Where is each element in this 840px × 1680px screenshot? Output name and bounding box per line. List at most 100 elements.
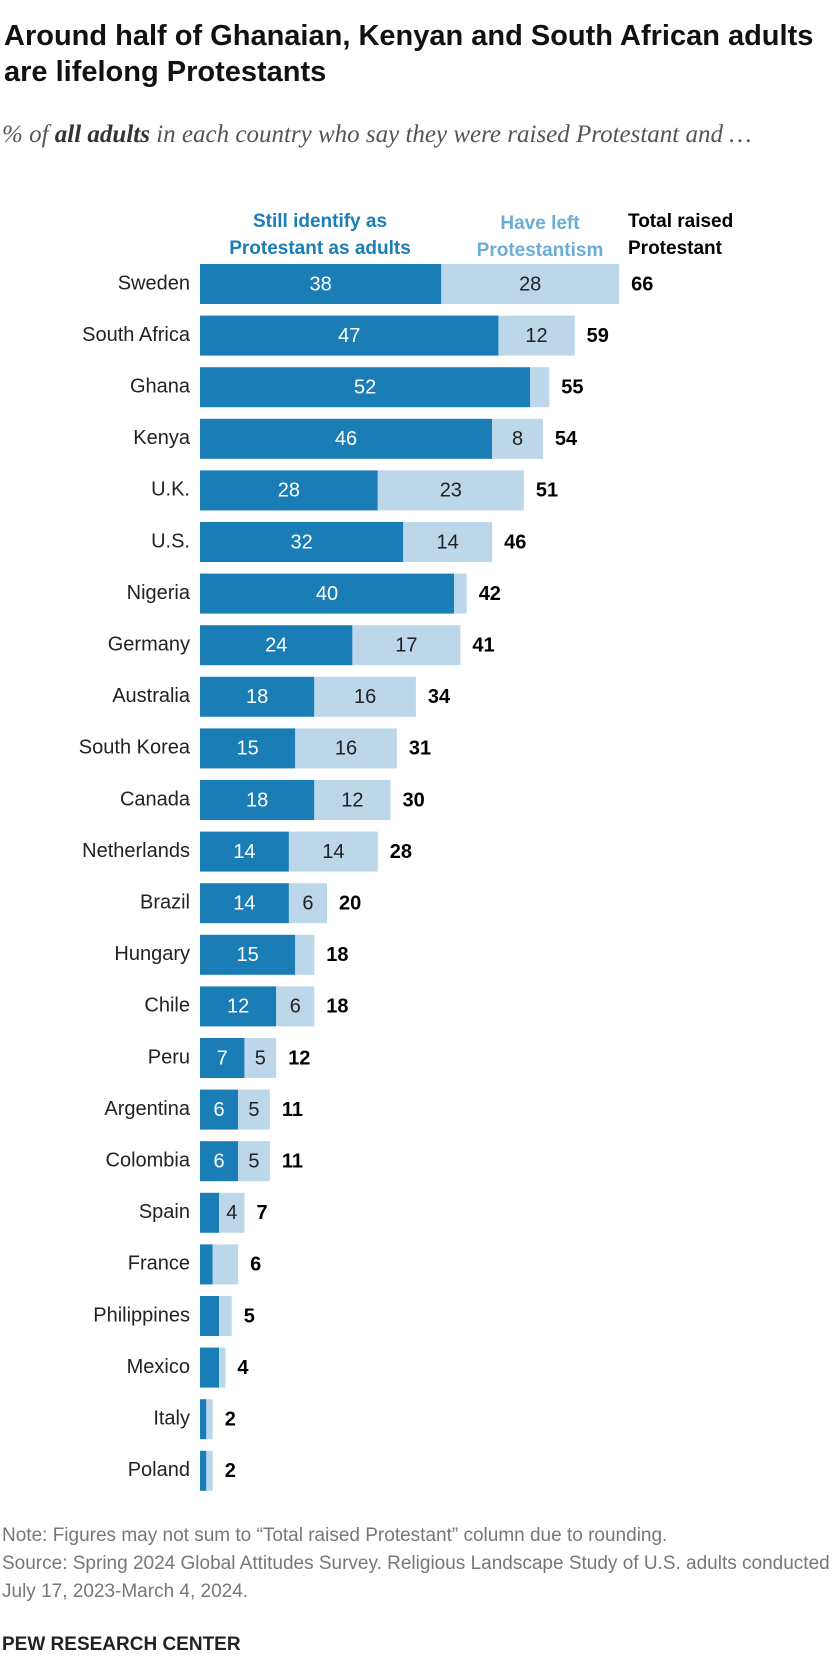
value-label: 4	[226, 1202, 237, 1224]
subtitle-part: in each country who say they were raised…	[156, 121, 752, 148]
category-label: Sweden	[118, 272, 190, 294]
value-label: 8	[512, 428, 523, 450]
bar-segment	[295, 934, 315, 975]
bar-segment	[314, 676, 416, 717]
category-label: France	[128, 1253, 190, 1275]
value-label: 5	[248, 1150, 259, 1172]
note: Note: Figures may not sum to “Total rais…	[2, 1525, 668, 1546]
value-label: 5	[248, 1099, 259, 1121]
subtitle-part: % of	[2, 121, 49, 148]
total-label: 46	[504, 531, 526, 553]
total-label: 55	[561, 376, 583, 398]
value-label: 12	[525, 325, 547, 347]
total-label: 2	[225, 1460, 236, 1482]
legend-entry: Have left Protestantism	[476, 213, 604, 261]
category-label: U.K.	[151, 479, 190, 501]
category-label: Philippines	[93, 1304, 190, 1326]
total-label: 51	[536, 480, 558, 502]
total-label: 30	[403, 789, 425, 811]
category-label: Colombia	[106, 1149, 191, 1171]
bar-segment	[200, 728, 296, 769]
value-label: 6	[213, 1150, 224, 1172]
total-label: 2	[225, 1408, 236, 1430]
bar-segment	[403, 522, 493, 562]
bar-segment	[200, 264, 442, 304]
bar-segment	[206, 1399, 213, 1440]
category-label: Brazil	[140, 891, 190, 913]
category-label: Italy	[153, 1407, 190, 1429]
category-label: South Korea	[79, 737, 191, 759]
value-label: 28	[278, 480, 300, 502]
total-label: 28	[390, 841, 412, 863]
total-label: 5	[244, 1305, 255, 1327]
bar-segment	[200, 1347, 220, 1388]
value-label: 52	[354, 376, 376, 398]
value-label: 7	[217, 1047, 228, 1069]
value-label: 47	[338, 325, 360, 347]
value-label: 23	[440, 480, 462, 502]
bar-segment	[288, 883, 327, 924]
value-label: 46	[335, 428, 357, 450]
chart-subtitle: % of all adults in each country who say …	[2, 118, 762, 152]
category-label: Mexico	[127, 1356, 190, 1378]
total-label: 42	[479, 583, 501, 605]
total-label: 41	[472, 634, 494, 656]
total-label: 66	[631, 273, 653, 295]
note: Source: Spring 2024 Global Attitudes Sur…	[2, 1553, 830, 1602]
value-label: 5	[255, 1047, 266, 1069]
value-label: 17	[395, 634, 417, 656]
bar-segment	[288, 831, 378, 872]
bar-segment	[200, 1296, 220, 1336]
bar-segment	[200, 831, 289, 872]
category-label: Ghana	[130, 375, 191, 397]
bar-segment	[530, 367, 550, 408]
bar-segment	[244, 1038, 277, 1078]
bar-segment	[276, 986, 315, 1027]
value-label: 38	[310, 273, 332, 295]
total-label: 34	[428, 686, 451, 708]
category-label: South Africa	[82, 324, 191, 346]
bar-segment	[454, 573, 467, 614]
source-label: PEW RESEARCH CENTER	[2, 1634, 241, 1655]
bar-segment	[352, 625, 461, 666]
bar-segment	[200, 1450, 207, 1491]
bar-segment	[314, 780, 391, 820]
category-label: Chile	[144, 995, 190, 1017]
value-label: 12	[341, 789, 363, 811]
value-label: 12	[227, 996, 249, 1018]
bar-segment	[200, 1192, 220, 1233]
bar-segment	[200, 573, 454, 614]
value-label: 14	[322, 841, 344, 863]
bar-segment	[200, 780, 315, 820]
total-label: 54	[555, 428, 578, 450]
legend-entry: Total raised Protestant	[628, 211, 734, 259]
bar-segment	[200, 676, 315, 717]
total-label: 31	[409, 738, 431, 760]
total-label: 18	[326, 996, 348, 1018]
value-label: 6	[302, 892, 313, 914]
notes: Note: Figures may not sum to “Total rais…	[2, 1522, 832, 1606]
total-label: 11	[282, 1150, 303, 1172]
bar-segment	[200, 522, 404, 562]
bar-segment	[498, 315, 575, 356]
bar-segment	[200, 418, 493, 459]
value-label: 16	[335, 738, 357, 760]
bar-segment	[200, 367, 531, 408]
value-label: 15	[237, 738, 259, 760]
bar-segment	[200, 315, 499, 356]
bar-segment	[200, 883, 289, 924]
bar-segment	[212, 1244, 239, 1285]
bar-segment	[441, 264, 620, 304]
subtitle-part: all adults	[54, 121, 150, 148]
bar-segment	[200, 1089, 239, 1130]
total-label: 4	[237, 1357, 249, 1379]
total-label: 12	[288, 1047, 310, 1069]
chart-title: Around half of Ghanaian, Kenyan and Sout…	[4, 20, 814, 88]
category-label: Australia	[112, 685, 191, 707]
category-label: Germany	[108, 633, 190, 655]
category-label: Peru	[148, 1046, 190, 1068]
value-label: 18	[246, 686, 268, 708]
bar-segment	[238, 1089, 270, 1130]
bar-segment	[200, 934, 296, 975]
